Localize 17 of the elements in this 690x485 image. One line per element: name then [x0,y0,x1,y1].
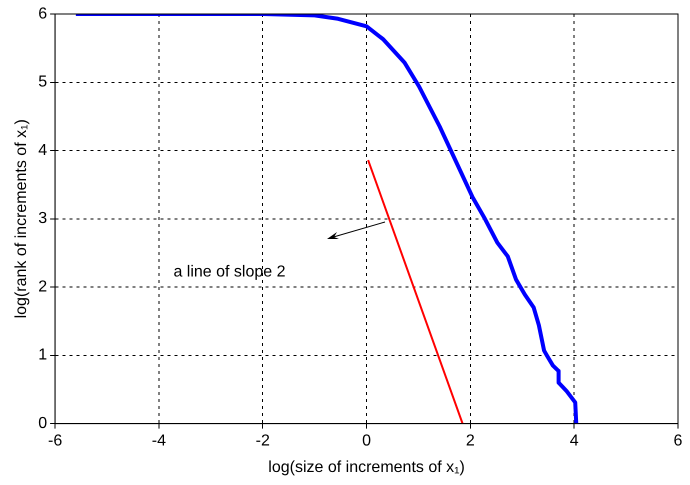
y-tick-label: 3 [38,210,48,228]
x-tick-label: 0 [362,432,372,450]
y-tick-label: 6 [38,5,48,22]
annotation: a line of slope 2 [173,263,286,280]
y-tick-label: 0 [38,415,48,432]
x-tick-label: 6 [674,432,683,450]
y-tick-label: 1 [38,346,48,364]
x-tick-label: 2 [466,432,475,450]
x-axis-title: log(size of increments of x₁) [268,458,465,476]
y-axis-title: log(rank of increments of x₁) [13,119,30,318]
x-tick-label: -4 [152,432,166,450]
x-tick-label: -6 [48,432,62,450]
x-tick-label: -2 [256,432,270,450]
y-tick-label: 4 [38,142,48,159]
y-tick-label: 2 [38,278,48,296]
y-tick-label: 5 [38,74,48,91]
x-tick-label: 4 [570,432,579,450]
